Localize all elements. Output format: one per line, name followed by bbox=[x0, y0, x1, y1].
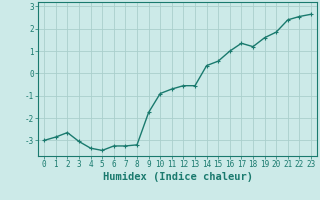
X-axis label: Humidex (Indice chaleur): Humidex (Indice chaleur) bbox=[103, 172, 252, 182]
